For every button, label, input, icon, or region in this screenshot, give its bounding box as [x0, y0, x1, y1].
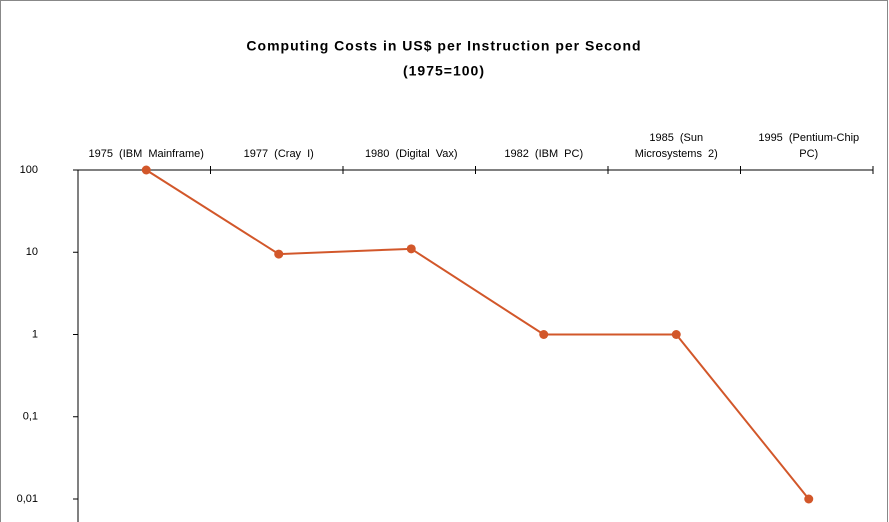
x-tick-label: 1982 (IBM PC) — [504, 148, 584, 160]
point — [671, 330, 681, 339]
point — [141, 165, 151, 175]
x-tick-label: 1995 (Pentium-Chip PC) — [758, 132, 860, 160]
point — [274, 249, 284, 259]
point — [804, 494, 814, 504]
y-tick-label: 10 — [26, 246, 38, 258]
line — [145, 169, 810, 500]
x-tick-label: 1980 (Digital Vax) — [364, 148, 458, 160]
y-tick-label: 0,1 — [23, 411, 38, 423]
y-tick-label: 100 — [20, 164, 38, 176]
point — [406, 244, 416, 254]
chart-subtitle: (1975=100) — [403, 63, 485, 79]
point — [539, 330, 549, 339]
x-tick-label: 1977 (Cray I) — [243, 148, 314, 160]
y-tick-label: 1 — [32, 328, 38, 340]
chart-title: Computing Costs in US$ per Instruction p… — [246, 38, 641, 54]
x-tick-label: 1975 (IBM Mainframe) — [88, 148, 204, 160]
x-tick-label: 1985 (Sun Microsystems 2) — [634, 132, 718, 160]
y-tick-label: 0,01 — [17, 493, 38, 505]
